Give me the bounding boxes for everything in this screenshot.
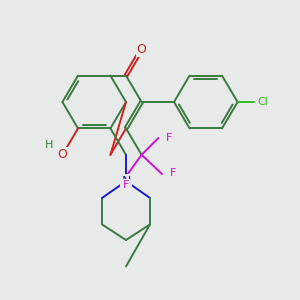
Text: F: F: [169, 168, 176, 178]
Text: O: O: [58, 148, 67, 161]
Text: H: H: [45, 140, 53, 150]
Text: N: N: [121, 175, 131, 188]
Text: F: F: [166, 133, 172, 143]
Text: O: O: [137, 43, 146, 56]
Text: F: F: [123, 180, 129, 190]
Text: Cl: Cl: [257, 97, 268, 107]
